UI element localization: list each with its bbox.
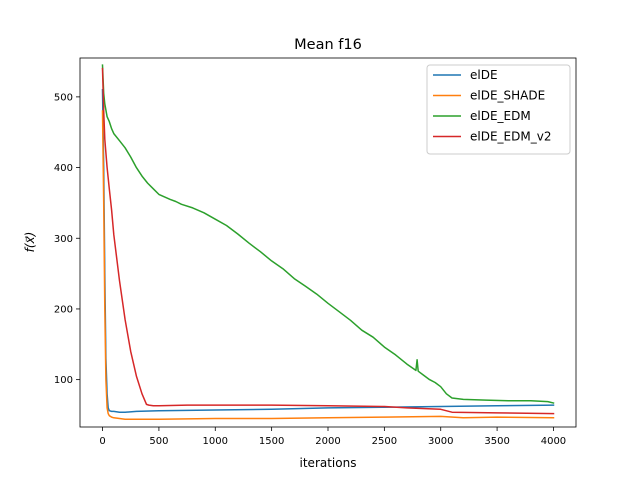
x-tick-label: 0 [99,436,105,447]
series-line-4 [101,67,555,415]
x-tick-label: 3500 [484,436,509,447]
legend-label-2: elDE_SHADE [470,89,545,103]
x-tick-label: 1500 [259,436,284,447]
x-tick-label: 1000 [203,436,228,447]
y-tick-label: 400 [54,163,73,174]
series-line-3 [101,64,555,404]
chart-title: Mean f16 [294,37,362,53]
y-tick-label: 500 [54,92,73,103]
x-tick-label: 500 [149,436,168,447]
series-layer [101,64,555,420]
y-tick-label: 100 [54,375,73,386]
legend: elDE elDE_SHADE elDE_EDM elDE_EDM_v2 [426,64,571,155]
y-tick-label: 200 [54,304,73,315]
x-axis-label: iterations [300,456,357,470]
legend-label-3: elDE_EDM [470,109,531,123]
y-axis: 100 200 300 400 500 [54,92,80,386]
y-tick-label: 300 [54,234,73,245]
legend-label-4: elDE_EDM_v2 [470,130,551,144]
x-tick-label: 3000 [428,436,453,447]
x-axis: 0 500 1000 1500 2000 2500 3000 3500 4000 [99,427,566,447]
legend-label-1: elDE [470,68,498,82]
series-line-2 [101,110,555,420]
x-tick-label: 2000 [315,436,340,447]
legend-box [426,64,571,155]
x-tick-label: 2500 [372,436,397,447]
y-axis-label: f(x⃗) [23,232,37,253]
x-tick-label: 4000 [541,436,566,447]
